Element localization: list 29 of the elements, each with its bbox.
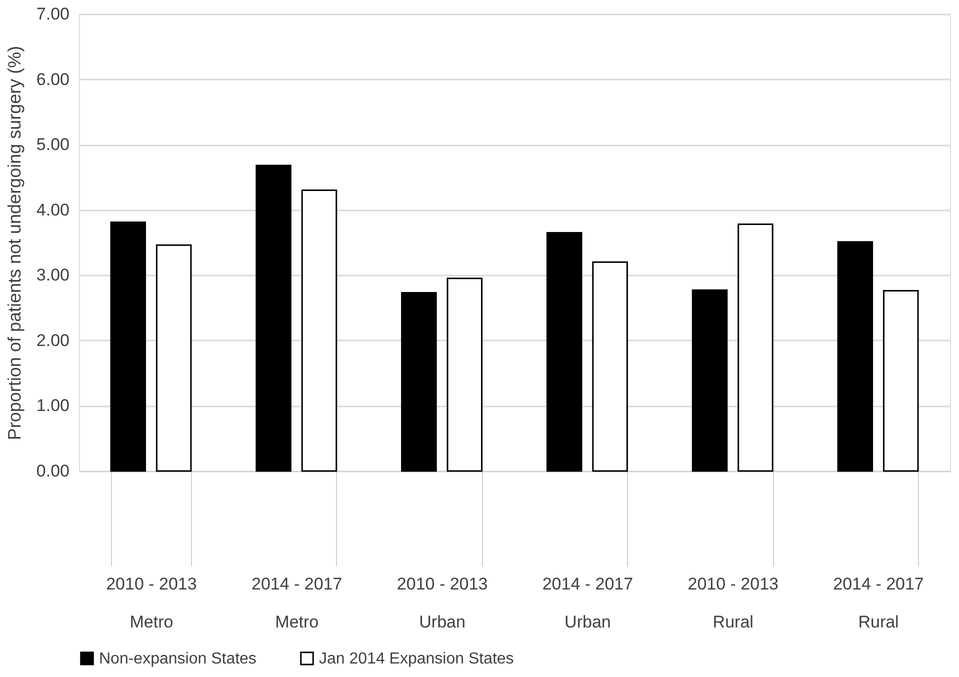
bar <box>837 241 874 472</box>
x-tick-label: 2010 - 2013 Urban <box>396 574 488 632</box>
bar <box>738 223 774 472</box>
y-tick-label: 1.00 <box>36 396 70 416</box>
y-tick-label: 0.00 <box>36 462 70 480</box>
bar <box>546 232 582 472</box>
y-tick-label: 3.00 <box>36 266 70 285</box>
x-tick-label: 2014 - 2017 Urban <box>542 574 634 632</box>
x-tick-label: 2010 - 2013 Rural <box>688 574 778 632</box>
bar <box>110 222 146 472</box>
bar <box>256 164 292 472</box>
y-axis-title: Proportion of patients not undergoing surgery (%) <box>4 46 24 440</box>
x-tick-label: 2014 - 2017 Metro <box>252 574 342 632</box>
y-tick-label: 5.00 <box>36 135 70 154</box>
bar <box>156 244 192 472</box>
bar <box>301 190 338 472</box>
bar <box>592 261 628 472</box>
bar <box>401 292 437 472</box>
bar <box>692 289 728 472</box>
y-tick-label: 6.00 <box>36 70 70 89</box>
x-tick-label: 2014 - 2017 Rural <box>833 574 924 632</box>
x-tick-label: 2010 - 2013 Metro <box>106 574 197 632</box>
y-tick-label: 2.00 <box>36 330 70 350</box>
legend-label: Non-expansion States <box>99 650 256 668</box>
y-tick-label: 4.00 <box>36 200 70 220</box>
bar <box>446 278 483 472</box>
bar <box>882 290 919 472</box>
legend-label: Jan 2014 Expansion States <box>319 650 514 668</box>
y-tick-label: 7.00 <box>36 4 70 24</box>
